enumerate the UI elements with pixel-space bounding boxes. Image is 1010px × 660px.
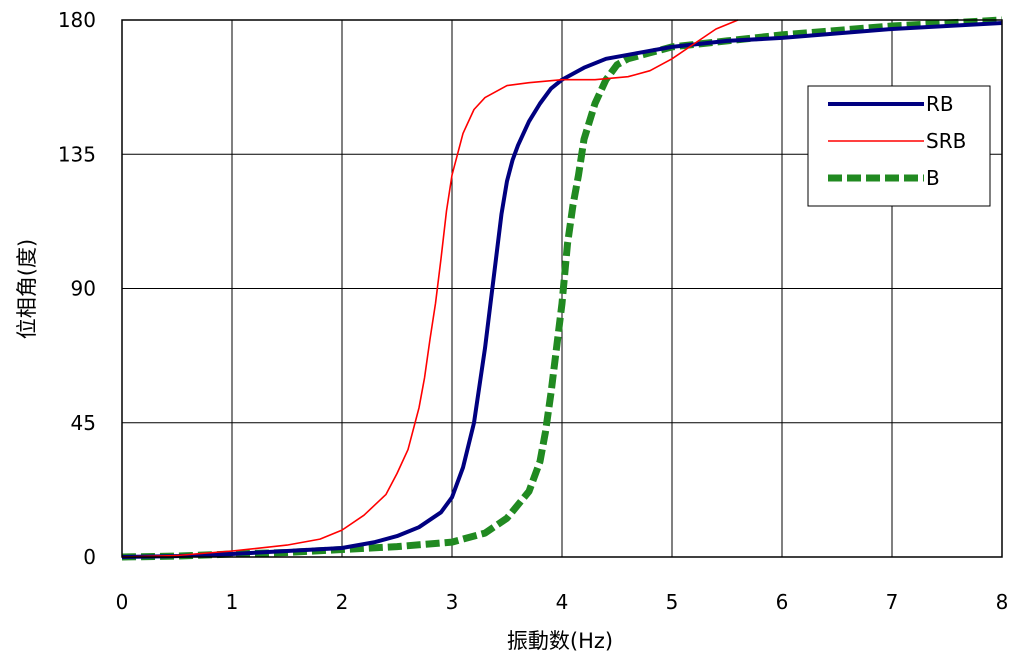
legend-label-rb: RB <box>926 92 954 116</box>
x-tick-label: 0 <box>116 590 129 614</box>
x-tick-label: 7 <box>886 590 899 614</box>
series-layer <box>121 16 1003 561</box>
x-tick-label: 1 <box>226 590 239 614</box>
x-tick-label: 3 <box>446 590 459 614</box>
y-tick-label: 0 <box>83 545 96 569</box>
x-tick-label: 6 <box>776 590 789 614</box>
y-tick-label: 135 <box>58 142 96 166</box>
y-tick-label: 90 <box>71 277 96 301</box>
x-tick-label: 8 <box>996 590 1009 614</box>
plot-area-frame <box>121 19 1003 558</box>
x-tick-label: 4 <box>556 590 569 614</box>
y-tick-label: 45 <box>71 411 96 435</box>
series-line-rb <box>121 21 1003 559</box>
legend-label-srb: SRB <box>926 129 966 153</box>
series-line-b <box>121 16 1003 561</box>
y-tick-label: 180 <box>58 8 96 32</box>
series-line-srb <box>121 19 739 558</box>
legend-label-b: B <box>926 166 940 190</box>
x-axis-label: 振動数(Hz) <box>507 629 613 653</box>
x-tick-label: 5 <box>666 590 679 614</box>
legend: RB SRB B <box>807 85 991 207</box>
x-tick-label: 2 <box>336 590 349 614</box>
y-axis-label: 位相角(度) <box>15 239 39 339</box>
